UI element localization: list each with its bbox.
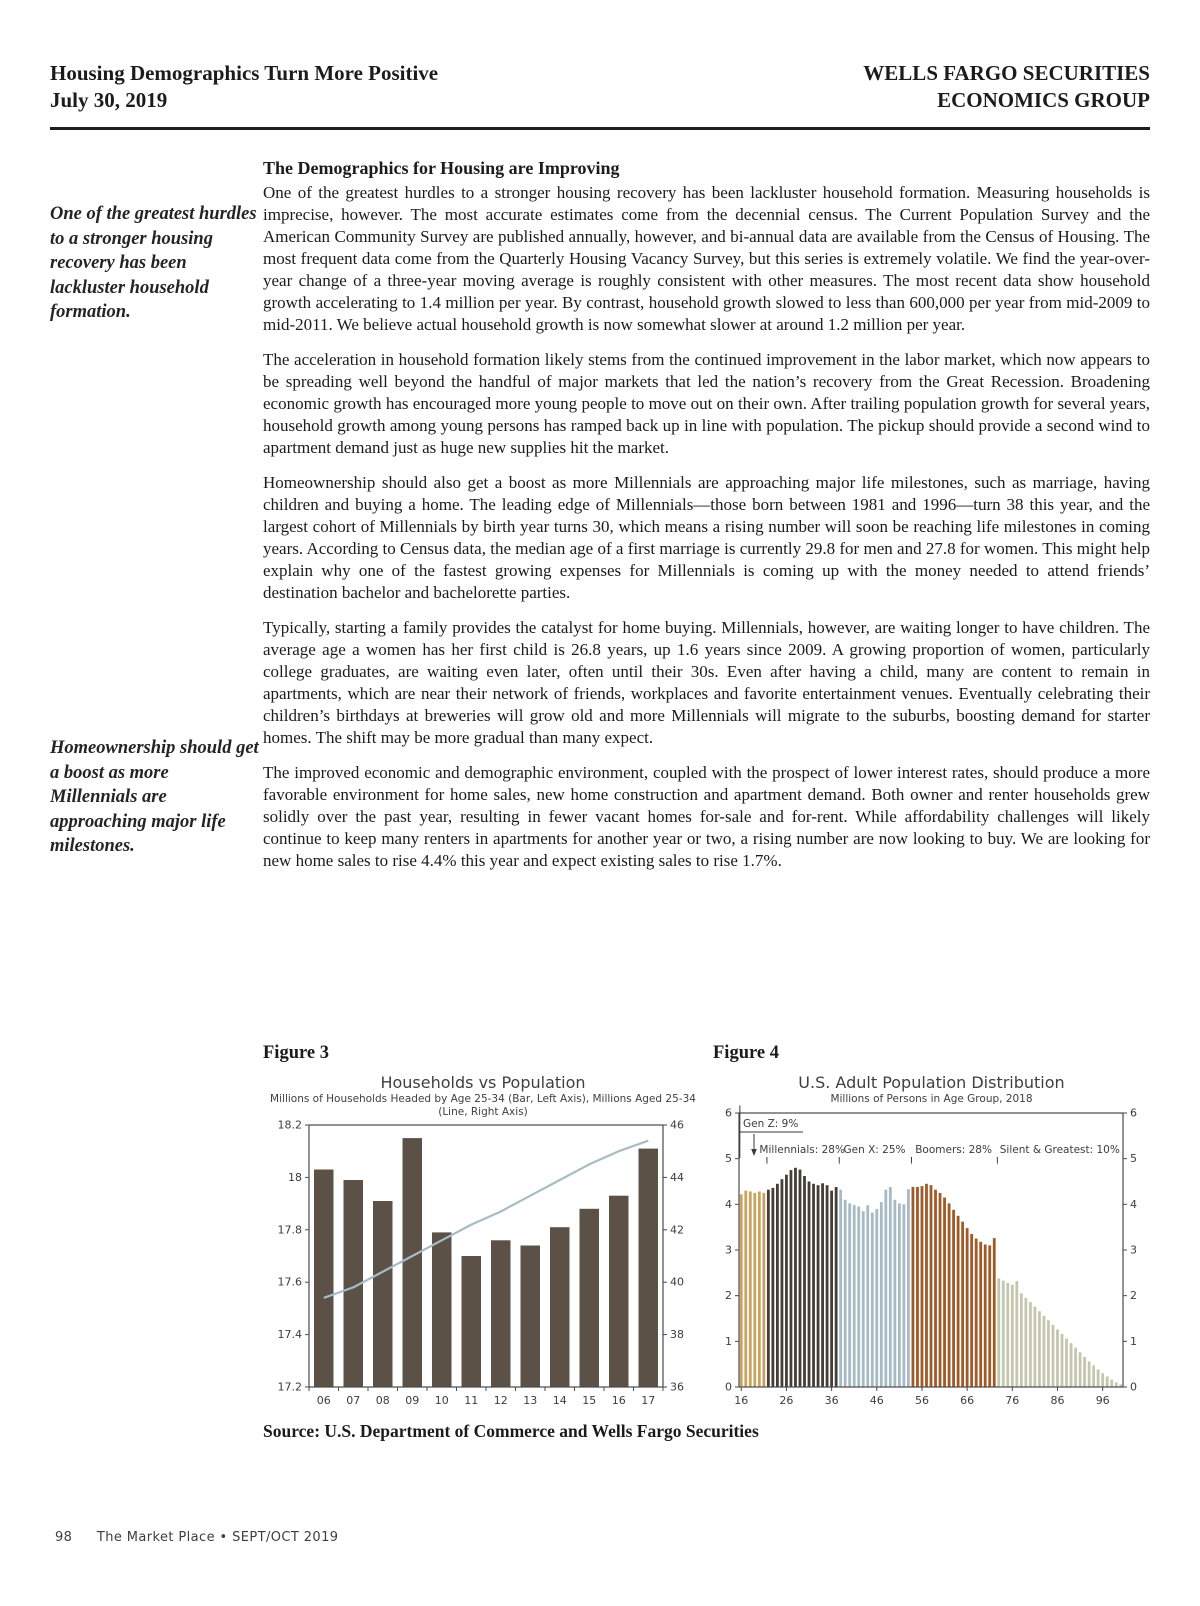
svg-text:42: 42 [670, 1223, 684, 1236]
report-date: July 30, 2019 [50, 88, 168, 112]
svg-text:11: 11 [464, 1394, 478, 1407]
svg-text:36: 36 [670, 1381, 684, 1394]
svg-text:36: 36 [825, 1394, 839, 1407]
svg-text:Boomers: 28%: Boomers: 28% [915, 1144, 992, 1156]
svg-text:15: 15 [582, 1394, 596, 1407]
svg-text:07: 07 [346, 1394, 360, 1407]
svg-text:4: 4 [725, 1198, 732, 1211]
households-vs-population-chart: 17.2 17.4 17.6 17.8 18 18.2 36 38 40 42 44 46 06 07 08… [278, 1119, 685, 1407]
svg-text:46: 46 [670, 1119, 684, 1132]
svg-text:6: 6 [725, 1107, 732, 1120]
paragraph-3: Homeownership should also get a boost as… [263, 473, 1150, 602]
pull-quote-1: One of the greatest hurdles to a stronge… [50, 204, 257, 322]
svg-text:Gen X: 25%: Gen X: 25% [844, 1144, 906, 1156]
svg-text:40: 40 [670, 1276, 684, 1289]
svg-text:0: 0 [1130, 1381, 1137, 1394]
svg-text:09: 09 [405, 1394, 419, 1407]
report-title: Housing Demographics Turn More Positive [50, 61, 439, 85]
figure-4-chart-subtitle: Millions of Persons in Age Group, 2018 [830, 1093, 1033, 1105]
svg-text:26: 26 [779, 1394, 793, 1407]
svg-text:5: 5 [1130, 1152, 1137, 1165]
header-divider [50, 127, 1150, 130]
svg-text:0: 0 [725, 1381, 732, 1394]
figures-row: Figure 3 Households vs Population Millio… [50, 1043, 1150, 1415]
svg-text:16: 16 [612, 1394, 626, 1407]
figure-3-chart-subtitle: Millions of Households Headed by Age 25-… [270, 1093, 696, 1118]
svg-text:76: 76 [1005, 1394, 1019, 1407]
paragraph-2: The acceleration in household formation … [263, 350, 1150, 457]
svg-text:5: 5 [725, 1152, 732, 1165]
svg-text:3: 3 [725, 1244, 732, 1257]
svg-text:96: 96 [1096, 1394, 1110, 1407]
svg-text:17.2: 17.2 [278, 1381, 303, 1394]
main-column: The Demographics for Housing are Improvi… [263, 158, 1150, 872]
figure-3-titles: Households vs Population Millions of Hou… [263, 1073, 703, 1119]
header-left: Housing Demographics Turn More Positive … [50, 60, 438, 114]
svg-text:38: 38 [670, 1328, 684, 1341]
svg-text:3: 3 [1130, 1244, 1137, 1257]
figure-4-titles: U.S. Adult Population Distribution Milli… [713, 1073, 1150, 1105]
svg-text:14: 14 [553, 1394, 567, 1407]
figure-3-label: Figure 3 [263, 1043, 329, 1063]
footer-page-number: 98 [55, 1530, 73, 1545]
paragraph-1: One of the greatest hurdles to a stronge… [263, 183, 1150, 334]
svg-text:18.2: 18.2 [278, 1119, 303, 1132]
svg-text:6: 6 [1130, 1107, 1137, 1120]
pull-quote-2: Homeownership should get a boost as more… [50, 738, 259, 856]
figure-3-chart-title: Households vs Population [380, 1073, 586, 1092]
svg-text:18: 18 [288, 1171, 302, 1184]
svg-text:08: 08 [376, 1394, 390, 1407]
svg-text:2: 2 [725, 1289, 732, 1302]
figure-4: Figure 4 U.S. Adult Population Distribut… [713, 1043, 1150, 1415]
svg-text:12: 12 [494, 1394, 508, 1407]
source-line: Source: U.S. Department of Commerce and … [263, 1421, 759, 1441]
paragraph-4: Typically, starting a family provides th… [263, 618, 1150, 747]
svg-text:Millennials: 28%: Millennials: 28% [759, 1144, 845, 1156]
svg-text:Silent & Greatest: 10%: Silent & Greatest: 10% [1000, 1144, 1120, 1156]
svg-text:17.4: 17.4 [278, 1328, 303, 1341]
svg-text:44: 44 [670, 1171, 684, 1184]
svg-text:2: 2 [1130, 1289, 1137, 1302]
page-footer: 98 The Market Place • SEPT/OCT 2019 [55, 1530, 338, 1545]
svg-text:17.8: 17.8 [278, 1223, 303, 1236]
svg-text:56: 56 [915, 1394, 929, 1407]
section-heading: The Demographics for Housing are Improvi… [263, 158, 620, 178]
figure-3: Figure 3 Households vs Population Millio… [263, 1043, 703, 1415]
svg-text:06: 06 [317, 1394, 331, 1407]
svg-text:10: 10 [435, 1394, 449, 1407]
svg-text:4: 4 [1130, 1198, 1137, 1211]
brand-line-2: ECONOMICS GROUP [937, 88, 1150, 112]
svg-text:1: 1 [1130, 1335, 1137, 1348]
svg-text:86: 86 [1051, 1394, 1065, 1407]
article-body: One of the greatest hurdles to a stronge… [50, 158, 1150, 1046]
figure-4-label: Figure 4 [713, 1043, 779, 1063]
paragraph-5: The improved economic and demographic en… [263, 763, 1150, 870]
figure-4-chart-title: U.S. Adult Population Distribution [798, 1073, 1065, 1092]
svg-text:16: 16 [734, 1394, 748, 1407]
footer-publication: The Market Place • SEPT/OCT 2019 [96, 1530, 339, 1545]
page-header: Housing Demographics Turn More Positive … [50, 60, 1150, 114]
svg-text:1: 1 [725, 1335, 732, 1348]
header-right: WELLS FARGO SECURITIES ECONOMICS GROUP [863, 60, 1150, 114]
svg-text:17.6: 17.6 [278, 1276, 303, 1289]
svg-text:13: 13 [523, 1394, 537, 1407]
brand-line-1: WELLS FARGO SECURITIES [863, 61, 1150, 85]
svg-text:Gen Z: 9%: Gen Z: 9% [743, 1118, 798, 1130]
svg-text:66: 66 [960, 1394, 974, 1407]
svg-text:46: 46 [870, 1394, 884, 1407]
svg-text:17: 17 [641, 1394, 655, 1407]
